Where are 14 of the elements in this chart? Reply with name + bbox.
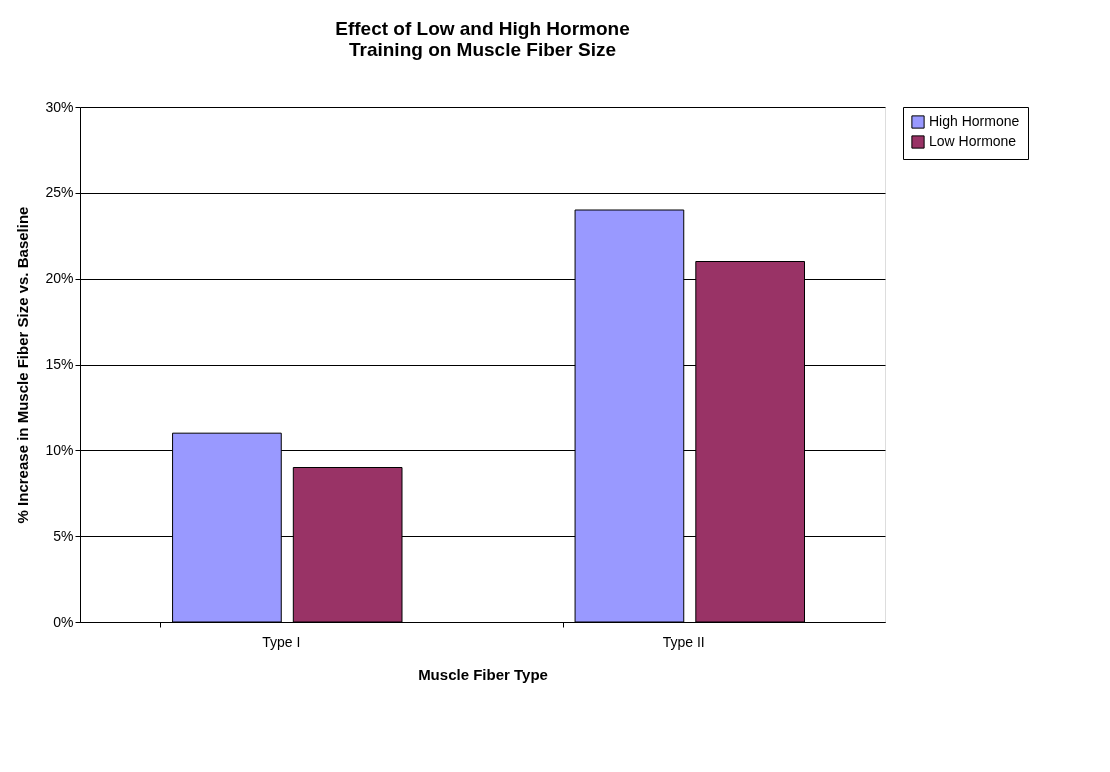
y-tick-label: 30% (45, 98, 74, 115)
y-tick-label: 20% (45, 270, 74, 287)
y-axis-title: % Increase in Muscle Fiber Size vs. Baseline (14, 206, 32, 524)
y-tick-label: 5% (53, 527, 74, 544)
x-tick-label: Type II (662, 633, 705, 650)
y-tick-label: 10% (45, 441, 74, 458)
y-tick-label: 0% (53, 613, 74, 630)
legend-label: Low Hormone (929, 133, 1017, 149)
legend-label: High Hormone (929, 113, 1020, 129)
y-tick-label: 25% (45, 184, 74, 201)
x-axis-title: Muscle Fiber Type (418, 665, 548, 683)
chart-title: Effect of Low and High Hormone Training on Muscle Fiber Size (335, 18, 630, 60)
y-tick-label: 15% (45, 356, 74, 372)
x-tick-label: Type I (262, 633, 301, 650)
